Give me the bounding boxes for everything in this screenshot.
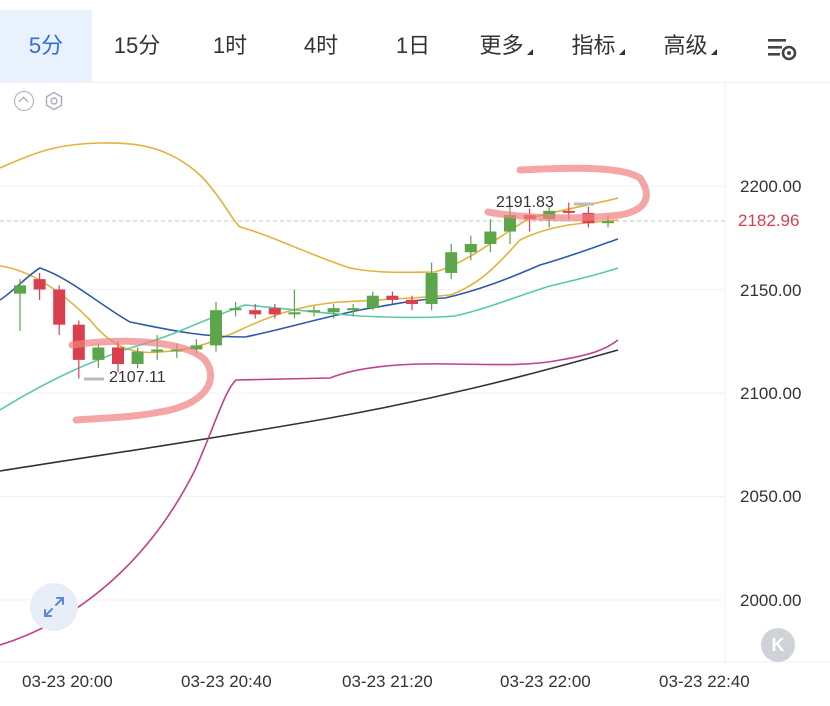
tab-label: 5分	[28, 33, 64, 58]
candle-body[interactable]	[464, 243, 477, 253]
x-axis-label: 03-23 20:40	[181, 672, 272, 691]
ma-teal-line	[0, 267, 619, 411]
tab-1day[interactable]: 1日	[367, 10, 459, 82]
tab-advanced-dropdown[interactable]: 高级	[644, 10, 736, 82]
high-highlight-mark	[484, 164, 650, 222]
candle-body[interactable]	[14, 285, 26, 294]
dropdown-caret-icon	[526, 49, 533, 55]
candle-body[interactable]	[33, 279, 46, 290]
candle-body[interactable]	[112, 347, 124, 365]
x-axis-label: 03-23 21:20	[342, 672, 433, 691]
candle-body[interactable]	[268, 308, 281, 315]
fullscreen-expand-icon[interactable]	[30, 583, 78, 631]
tab-label: 指标	[571, 33, 616, 58]
ma-blue-line	[0, 238, 619, 338]
dropdown-caret-icon	[710, 49, 717, 55]
dropdown-caret-icon	[618, 49, 625, 55]
candle-body[interactable]	[151, 349, 164, 352]
candle-body[interactable]	[249, 310, 262, 315]
scroll-to-latest-icon[interactable]: K	[761, 628, 795, 662]
candle-body[interactable]	[210, 310, 222, 346]
tab-4hour[interactable]: 4时	[275, 10, 367, 82]
candle-body[interactable]	[406, 299, 418, 304]
boll-lower-line	[0, 339, 619, 646]
candles-group	[14, 202, 614, 379]
tab-label: 1日	[395, 33, 431, 58]
tab-label: 15分	[113, 33, 161, 58]
tab-15min[interactable]: 15分	[92, 10, 182, 82]
boll-upper-line	[0, 142, 619, 274]
hexagon-settings-icon[interactable]	[44, 91, 64, 111]
candle-body[interactable]	[366, 295, 379, 309]
y-axis-label: 2050.00	[740, 487, 802, 506]
tab-1hour[interactable]: 1时	[185, 10, 275, 82]
candle-body[interactable]	[190, 345, 203, 350]
timeframe-tabbar: 5分 15分 1时 4时 1日 更多 指标 高级	[0, 10, 830, 83]
candle-body[interactable]	[386, 295, 399, 300]
candle-body[interactable]	[131, 351, 144, 365]
candle-body[interactable]	[504, 214, 516, 232]
chart-settings-icon[interactable]	[766, 34, 800, 62]
candle-body[interactable]	[425, 272, 438, 304]
candle-body[interactable]	[347, 308, 360, 311]
candle-body[interactable]	[327, 308, 340, 313]
candle-body[interactable]	[445, 252, 458, 273]
y-axis-label: 2200.00	[740, 177, 802, 196]
y-axis-label: 2100.00	[740, 384, 802, 403]
x-axis-label: 03-23 22:00	[500, 672, 591, 691]
chart-overlay-toolbar	[14, 91, 64, 111]
tab-label: 高级	[663, 33, 708, 58]
tab-label: 1时	[212, 33, 248, 58]
candle-body[interactable]	[308, 310, 320, 313]
tab-5min[interactable]: 5分	[0, 10, 92, 82]
x-axis-label: 03-23 20:00	[22, 672, 113, 691]
candlestick-chart[interactable]	[0, 83, 830, 706]
candle-body[interactable]	[562, 210, 575, 213]
low-highlight-mark	[68, 337, 214, 424]
low-price-annotation: 2107.11	[109, 369, 166, 386]
tab-label: 4时	[303, 33, 339, 58]
ma-yellow-line	[0, 219, 619, 354]
candle-body[interactable]	[170, 349, 183, 352]
candle-body[interactable]	[484, 231, 497, 244]
candle-body[interactable]	[92, 347, 105, 360]
y-axis-label: 2150.00	[740, 281, 802, 300]
current-price-badge: 2182.96	[734, 210, 804, 232]
candle-body[interactable]	[229, 308, 242, 311]
tab-more-dropdown[interactable]: 更多	[460, 10, 552, 82]
high-price-annotation: 2191.83	[496, 194, 554, 211]
collapse-icon[interactable]	[14, 91, 34, 111]
tab-label: 更多	[479, 33, 524, 58]
grid-lines	[0, 185, 725, 601]
candle-body[interactable]	[53, 289, 66, 325]
candle-body[interactable]	[288, 312, 301, 315]
x-axis-label: 03-23 22:40	[659, 672, 750, 691]
candle-body[interactable]	[602, 221, 614, 224]
y-axis-label: 2000.00	[740, 591, 802, 610]
ma-black-line	[0, 349, 619, 472]
tab-indicators-dropdown[interactable]: 指标	[552, 10, 644, 82]
